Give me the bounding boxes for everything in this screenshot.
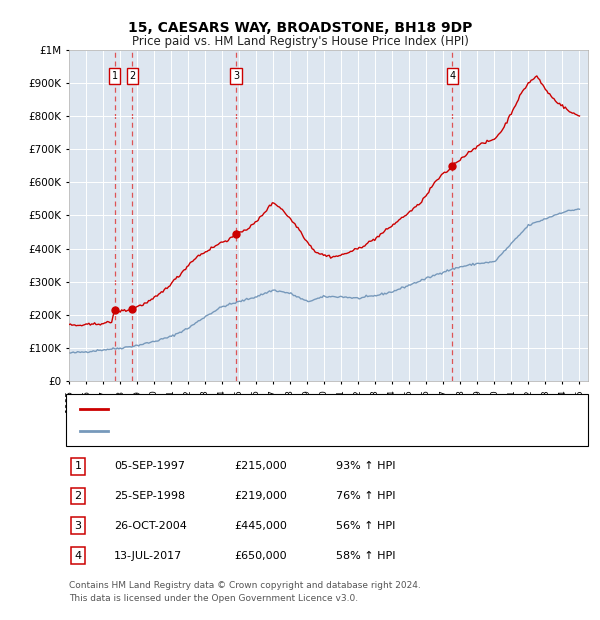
Text: 15, CAESARS WAY, BROADSTONE, BH18 9DP (detached house): 15, CAESARS WAY, BROADSTONE, BH18 9DP (d… bbox=[112, 404, 440, 414]
Text: Price paid vs. HM Land Registry's House Price Index (HPI): Price paid vs. HM Land Registry's House … bbox=[131, 35, 469, 48]
Text: 93% ↑ HPI: 93% ↑ HPI bbox=[336, 461, 395, 471]
Text: 3: 3 bbox=[74, 521, 82, 531]
Text: 4: 4 bbox=[449, 71, 455, 81]
Text: 56% ↑ HPI: 56% ↑ HPI bbox=[336, 521, 395, 531]
Text: £445,000: £445,000 bbox=[234, 521, 287, 531]
Text: 2: 2 bbox=[74, 491, 82, 501]
Text: 25-SEP-1998: 25-SEP-1998 bbox=[114, 491, 185, 501]
Text: 1: 1 bbox=[74, 461, 82, 471]
Text: 4: 4 bbox=[74, 551, 82, 560]
Text: 58% ↑ HPI: 58% ↑ HPI bbox=[336, 551, 395, 560]
Text: HPI: Average price, detached house, Dorset: HPI: Average price, detached house, Dors… bbox=[112, 426, 340, 436]
Text: 05-SEP-1997: 05-SEP-1997 bbox=[114, 461, 185, 471]
Text: 26-OCT-2004: 26-OCT-2004 bbox=[114, 521, 187, 531]
Text: Contains HM Land Registry data © Crown copyright and database right 2024.: Contains HM Land Registry data © Crown c… bbox=[69, 581, 421, 590]
Text: £219,000: £219,000 bbox=[234, 491, 287, 501]
Text: 76% ↑ HPI: 76% ↑ HPI bbox=[336, 491, 395, 501]
Text: 3: 3 bbox=[233, 71, 239, 81]
Text: £215,000: £215,000 bbox=[234, 461, 287, 471]
Text: 2: 2 bbox=[130, 71, 136, 81]
Text: 1: 1 bbox=[112, 71, 118, 81]
Text: 13-JUL-2017: 13-JUL-2017 bbox=[114, 551, 182, 560]
Text: This data is licensed under the Open Government Licence v3.0.: This data is licensed under the Open Gov… bbox=[69, 595, 358, 603]
Text: £650,000: £650,000 bbox=[234, 551, 287, 560]
Text: 15, CAESARS WAY, BROADSTONE, BH18 9DP: 15, CAESARS WAY, BROADSTONE, BH18 9DP bbox=[128, 21, 472, 35]
